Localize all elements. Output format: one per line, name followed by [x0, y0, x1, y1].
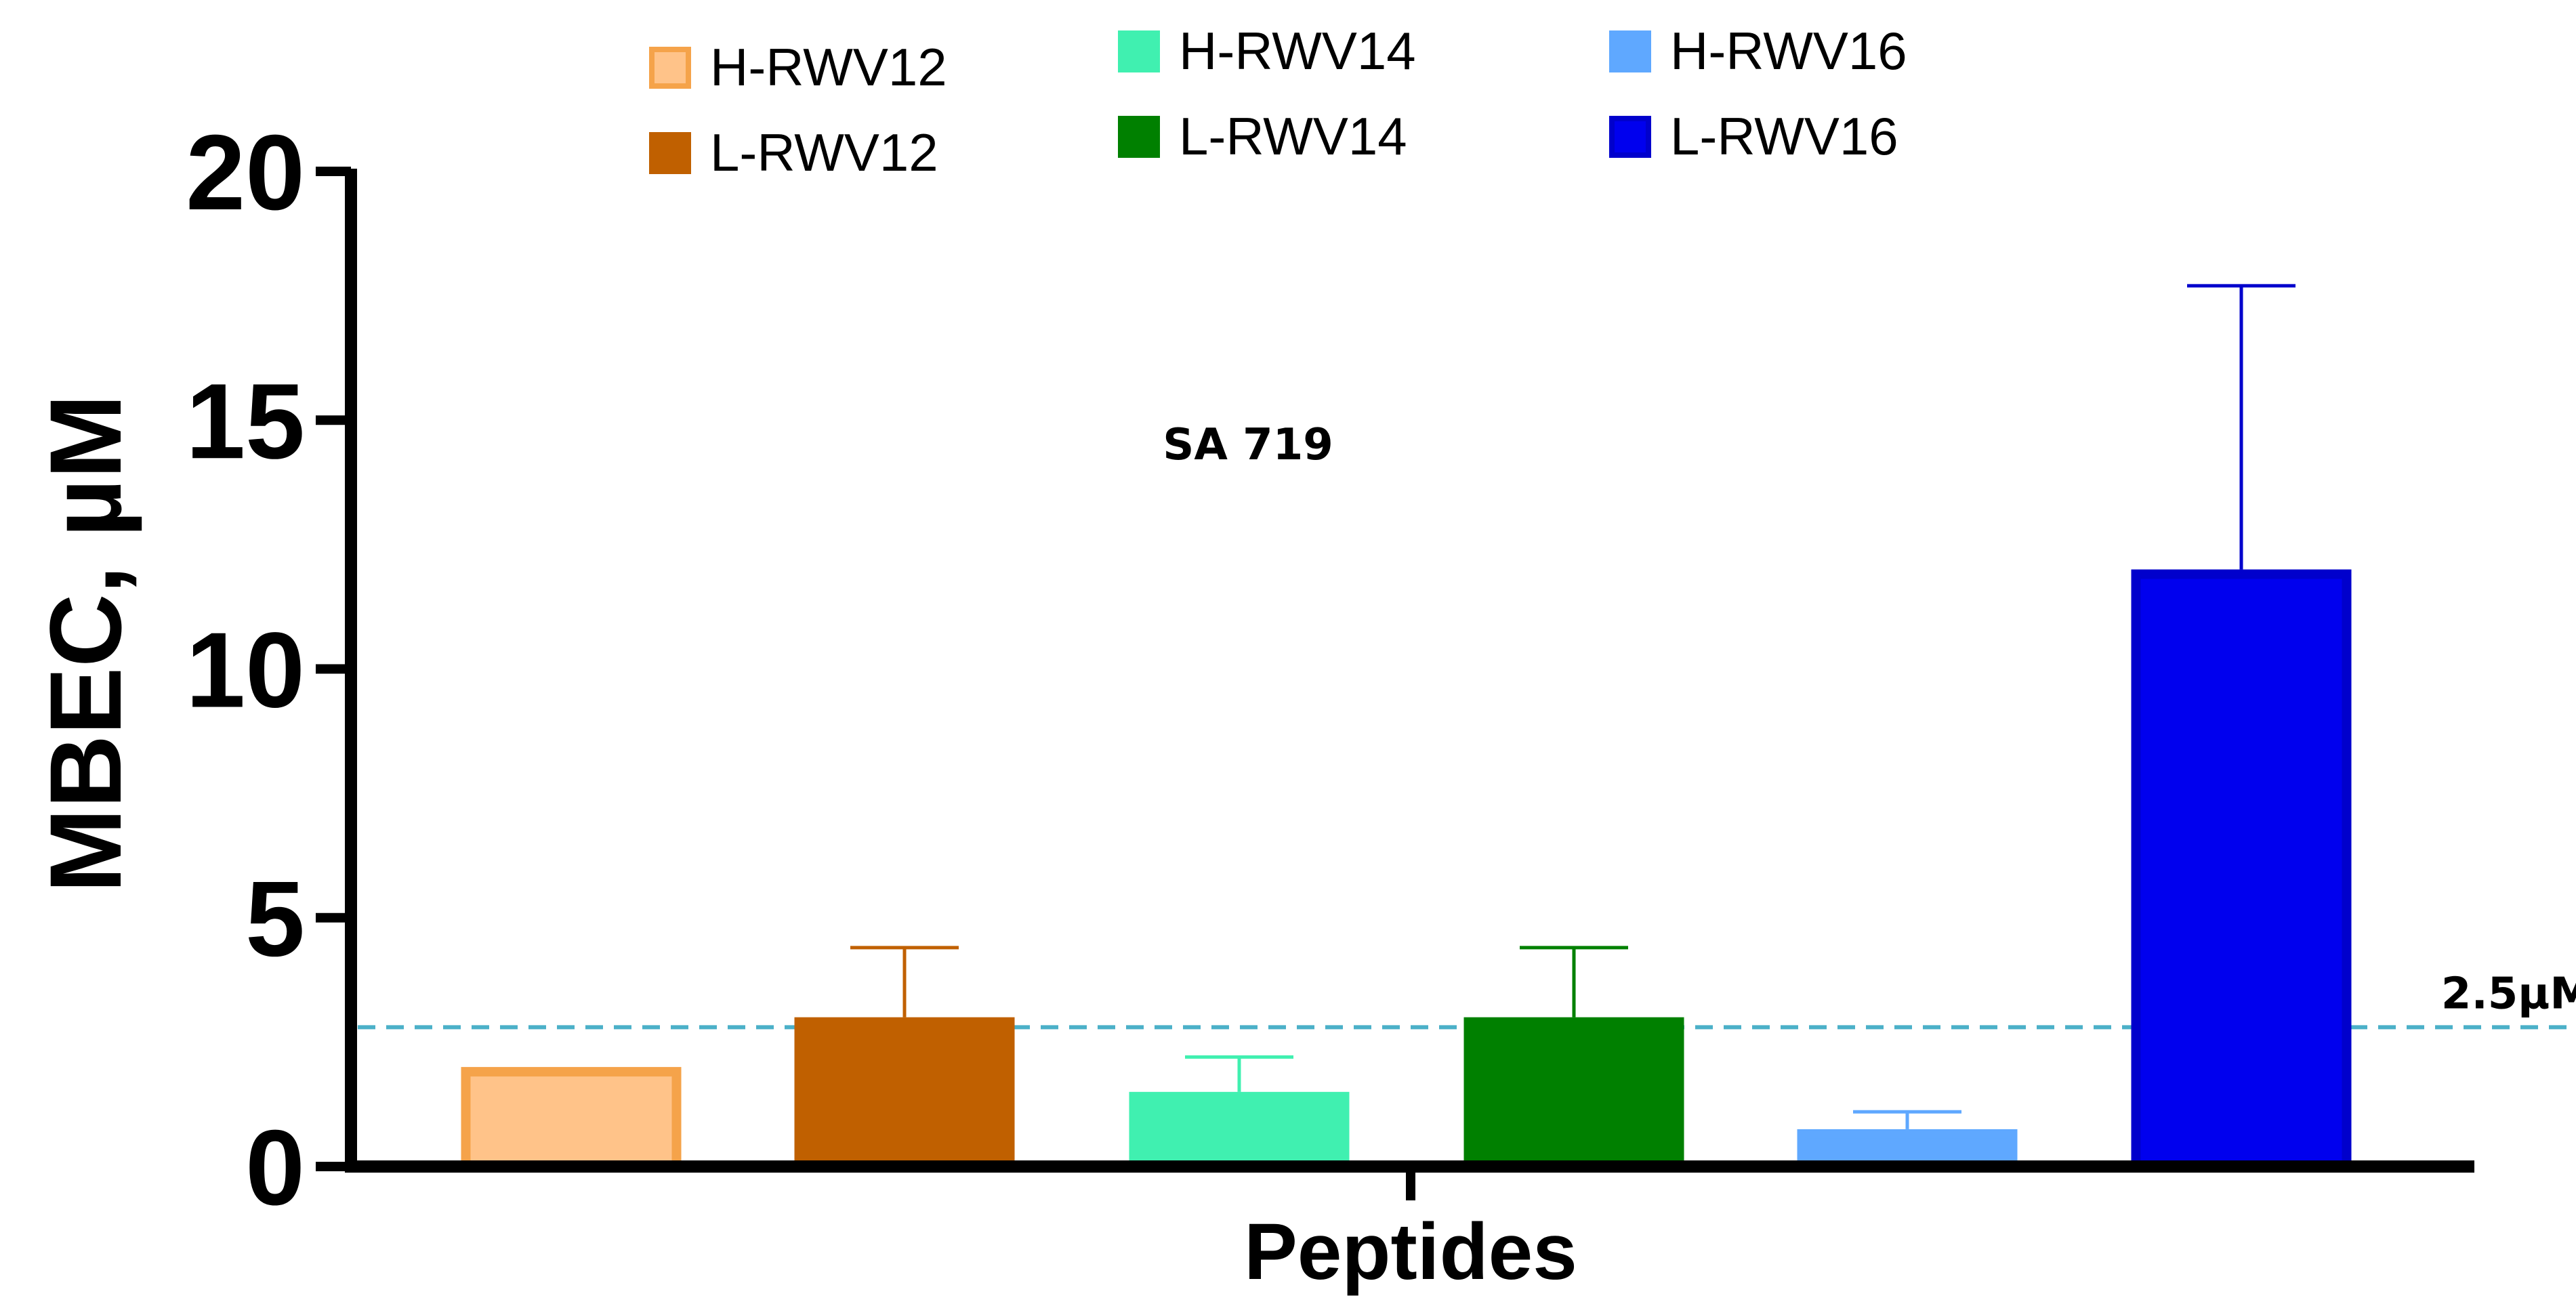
legend-item-h-rwv14: H-RWV14: [1118, 21, 1416, 81]
legend-item-h-rwv12: H-RWV12: [649, 37, 947, 97]
legend-swatch-h-rwv12: [649, 47, 691, 89]
legend-label-l-rwv16: L-RWV16: [1670, 106, 1898, 166]
legend-label-h-rwv12: H-RWV12: [710, 37, 947, 97]
y-tick-label-15: 15: [186, 362, 305, 481]
legend: H-RWV12 L-RWV12 H-RWV14 L-RWV14 H-RWV16 L-RWV…: [649, 21, 1907, 182]
x-axis-title: Peptides: [1244, 1207, 1577, 1297]
legend-swatch-h-rwv14: [1118, 30, 1160, 72]
bar-l-rwv12: [794, 1017, 1015, 1172]
legend-label-h-rwv16: H-RWV16: [1670, 21, 1907, 81]
bar-h-rwv14: [1129, 1091, 1350, 1171]
y-tick-label-10: 10: [186, 611, 305, 730]
legend-swatch-l-rwv12: [649, 132, 691, 174]
bars: [461, 569, 2352, 1172]
y-axis-title: MBEC, µM: [28, 394, 142, 893]
y-tick-label-5: 5: [245, 860, 305, 979]
legend-item-l-rwv14: L-RWV14: [1118, 106, 1407, 166]
bar-h-rwv12: [461, 1067, 682, 1171]
y-tick-label-20: 20: [186, 113, 305, 232]
legend-item-h-rwv16: H-RWV16: [1609, 21, 1907, 81]
legend-swatch-l-rwv14: [1118, 116, 1160, 158]
legend-item-l-rwv12: L-RWV12: [649, 123, 938, 182]
legend-swatch-h-rwv16: [1609, 30, 1651, 72]
error-bars: [850, 284, 2295, 1129]
legend-label-l-rwv14: L-RWV14: [1179, 106, 1407, 166]
y-tick-label-0: 0: [245, 1108, 305, 1227]
reference-line-group: 2.5µM: [358, 969, 2576, 1030]
reference-line-label: 2.5µM: [2441, 969, 2576, 1019]
legend-label-l-rwv12: L-RWV12: [710, 123, 938, 182]
legend-swatch-l-rwv16: [1609, 116, 1651, 158]
bar-l-rwv16: [2131, 569, 2352, 1171]
legend-item-l-rwv16: L-RWV16: [1609, 106, 1898, 166]
chart-title: SA 719: [1163, 420, 1333, 470]
legend-label-h-rwv14: H-RWV14: [1179, 21, 1416, 81]
y-ticks: 0 5 10 15 20: [186, 113, 351, 1227]
bar-l-rwv14: [1463, 1017, 1684, 1172]
